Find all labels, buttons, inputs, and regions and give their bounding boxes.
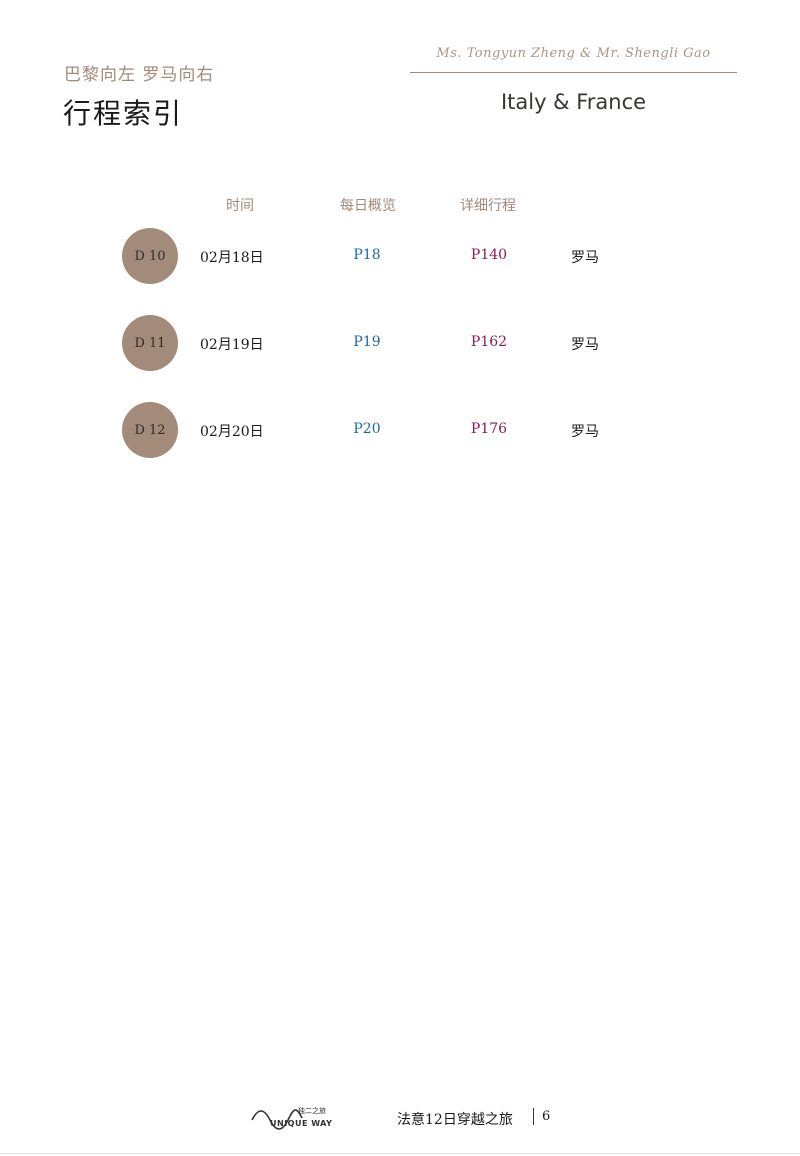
overview-page-link[interactable]: P19 [353,334,381,350]
page-number: 6 [542,1109,551,1124]
column-header-detail: 详细行程 [460,198,516,214]
date-cell: 02月20日 [200,424,264,440]
footer-divider [533,1108,534,1125]
city-cell: 罗马 [571,337,599,353]
destination-title: Italy & France [500,90,647,114]
itinerary-row: D 10 02月18日 P18 P140 罗马 [0,228,800,284]
footer: 独二之旅 UNIQUE WAY 法意12日穿越之旅 6 [0,1102,800,1138]
day-badge: D 12 [122,402,178,458]
city-cell: 罗马 [571,250,599,266]
wave-logo-icon [251,1109,303,1130]
detail-page-link[interactable]: P176 [470,421,508,437]
header-divider [410,72,737,73]
bottom-rule [0,1153,800,1154]
detail-page-link[interactable]: P162 [470,334,508,350]
itinerary-row: D 11 02月19日 P19 P162 罗马 [0,315,800,371]
logo-chinese-text: 独二之旅 [298,1107,326,1115]
subtitle: 巴黎向左 罗马向右 [64,65,215,85]
overview-page-link[interactable]: P18 [353,247,381,263]
detail-page-link[interactable]: P140 [470,247,508,263]
footer-title: 法意12日穿越之旅 [397,1112,513,1128]
city-cell: 罗马 [571,424,599,440]
authors-signature: Ms. Tongyun Zheng & Mr. Shengli Gao [436,46,711,61]
day-badge: D 11 [122,315,178,371]
date-cell: 02月19日 [200,337,264,353]
itinerary-row: D 12 02月20日 P20 P176 罗马 [0,402,800,458]
day-badge: D 10 [122,228,178,284]
overview-page-link[interactable]: P20 [353,421,381,437]
column-header-overview: 每日概览 [340,198,396,214]
logo-english-text: UNIQUE WAY [270,1119,333,1128]
page-title: 行程索引 [63,97,184,130]
column-header-time: 时间 [226,198,254,214]
date-cell: 02月18日 [200,250,264,266]
